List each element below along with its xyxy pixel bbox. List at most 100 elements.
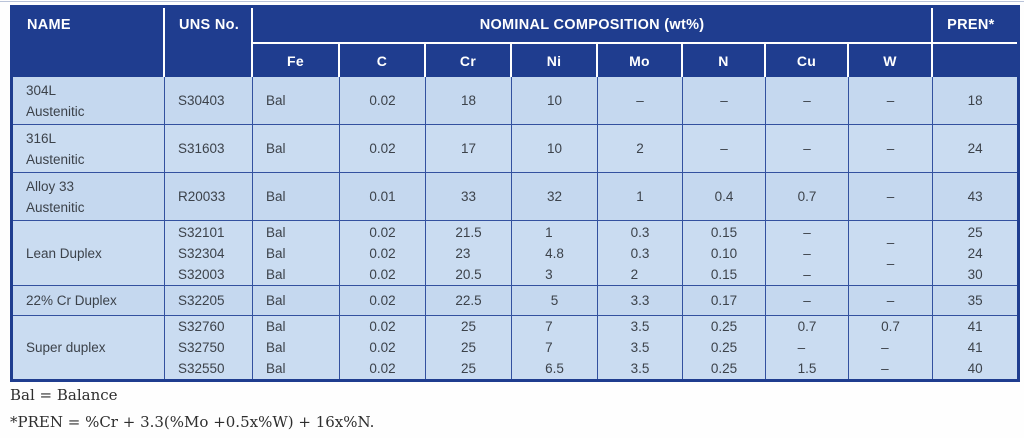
- cell-w: –: [849, 286, 934, 316]
- header-row-main: NAME UNS No. NOMINAL COMPOSITION (wt%) P…: [13, 8, 1018, 77]
- col-header-ni-label: Ni: [546, 52, 562, 69]
- table-row-super-duplex: Super duplex S32760 S32750 S32550 Bal Ba…: [13, 316, 1018, 379]
- col-header-mo: Mo: [598, 44, 683, 77]
- cell-cr: 25 25 25: [426, 316, 512, 379]
- cell-cr: 21.5 23 20.5: [426, 221, 512, 286]
- cell-c: 0.02 0.02 0.02: [340, 221, 426, 286]
- cell-ni: 7 7 6.5: [512, 316, 598, 379]
- table-row-316l: 316L Austenitic S31603 Bal 0.02 17 10 2 …: [13, 125, 1018, 173]
- col-header-c-label: C: [376, 52, 388, 69]
- col-header-name-label: NAME: [27, 17, 71, 34]
- cell-cu: –: [766, 286, 849, 316]
- cell-cr: 18: [426, 77, 512, 125]
- cell-n: –: [683, 77, 766, 125]
- col-header-cr: Cr: [426, 44, 512, 77]
- cell-ni: 10: [512, 77, 598, 125]
- table-row-304l: 304L Austenitic S30403 Bal 0.02 18 10 – …: [13, 77, 1018, 125]
- cell-c: 0.01: [340, 173, 426, 221]
- cell-fe: Bal: [253, 77, 340, 125]
- col-header-name: NAME: [13, 8, 165, 77]
- cell-mo: 3.3: [598, 286, 683, 316]
- col-header-cr-label: Cr: [459, 52, 477, 69]
- cell-fe: Bal Bal Bal: [253, 316, 340, 379]
- col-header-uns: UNS No.: [165, 8, 253, 77]
- cell-cr: 33: [426, 173, 512, 221]
- cell-c: 0.02: [340, 125, 426, 173]
- col-header-ni: Ni: [512, 44, 598, 77]
- cell-fe: Bal: [253, 125, 340, 173]
- cell-pren: 25 24 30: [933, 221, 1018, 286]
- col-header-pren-subcell: [933, 44, 1018, 77]
- table-row-lean-duplex: Lean Duplex S32101 S32304 S32003 Bal Bal…: [13, 221, 1018, 286]
- cell-uns: S31603: [165, 125, 253, 173]
- cell-fe: Bal: [253, 286, 340, 316]
- cell-n: –: [683, 125, 766, 173]
- col-header-composition-label: NOMINAL COMPOSITION (wt%): [479, 17, 705, 33]
- cell-ni: 10: [512, 125, 598, 173]
- cell-uns: S30403: [165, 77, 253, 125]
- header-row-elements: Fe C Cr Ni Mo N Cu W: [13, 44, 1018, 77]
- cell-w: –: [849, 125, 934, 173]
- cell-uns: S32205: [165, 286, 253, 316]
- cell-pren: 35: [933, 286, 1018, 316]
- top-divider: [0, 1, 1024, 2]
- cell-n: 0.25 0.25 0.25: [683, 316, 766, 379]
- cell-ni: 1 4.8 3: [512, 221, 598, 286]
- cell-w: 0.7 – –: [849, 316, 934, 379]
- cell-pren: 24: [933, 125, 1018, 173]
- cell-mo: 1: [598, 173, 683, 221]
- cell-cu: –: [766, 77, 849, 125]
- col-header-mo-label: Mo: [629, 52, 650, 69]
- col-header-n: N: [683, 44, 766, 77]
- cell-ni: 5: [512, 286, 598, 316]
- cell-pren: 18: [933, 77, 1018, 125]
- cell-name: Lean Duplex: [13, 221, 165, 286]
- cell-c: 0.02: [340, 286, 426, 316]
- cell-pren: 43: [933, 173, 1018, 221]
- cell-ni: 32: [512, 173, 598, 221]
- cell-cu: 0.7: [766, 173, 849, 221]
- cell-name: 304L Austenitic: [13, 77, 165, 125]
- col-header-c: C: [340, 44, 426, 77]
- cell-w: –: [849, 173, 934, 221]
- cell-c: 0.02 0.02 0.02: [340, 316, 426, 379]
- cell-fe: Bal: [253, 173, 340, 221]
- col-header-uns-label: UNS No.: [179, 17, 240, 34]
- cell-n: 0.4: [683, 173, 766, 221]
- table-row-22cr-duplex: 22% Cr Duplex S32205 Bal 0.02 22.5 5 3.3…: [13, 286, 1018, 316]
- cell-cu: –: [766, 125, 849, 173]
- cell-name: 316L Austenitic: [13, 125, 165, 173]
- cell-fe: Bal Bal Bal: [253, 221, 340, 286]
- cell-cr: 17: [426, 125, 512, 173]
- footnotes: Bal = Balance *PREN = %Cr + 3.3(%Mo +0.5…: [10, 386, 374, 438]
- cell-mo: –: [598, 77, 683, 125]
- cell-cu: – – –: [766, 221, 849, 286]
- cell-n: 0.15 0.10 0.15: [683, 221, 766, 286]
- cell-cu: 0.7 – 1.5: [766, 316, 849, 379]
- cell-uns: S32760 S32750 S32550: [165, 316, 253, 379]
- cell-mo: 2: [598, 125, 683, 173]
- cell-mo: 0.3 0.3 2: [598, 221, 683, 286]
- table-row-alloy33: Alloy 33 Austenitic R20033 Bal 0.01 33 3…: [13, 173, 1018, 221]
- cell-w: –: [849, 77, 934, 125]
- cell-c: 0.02: [340, 77, 426, 125]
- table-header: NAME UNS No. NOMINAL COMPOSITION (wt%) P…: [13, 8, 1018, 77]
- cell-cr: 22.5: [426, 286, 512, 316]
- col-header-pren-label: PREN*: [947, 17, 995, 34]
- col-header-w: W: [849, 44, 934, 77]
- footnote-bal: Bal = Balance: [10, 386, 118, 404]
- composition-table: NAME UNS No. NOMINAL COMPOSITION (wt%) P…: [10, 5, 1021, 382]
- col-header-cu: Cu: [766, 44, 849, 77]
- footnote-pren-formula: *PREN = %Cr + 3.3(%Mo +0.5x%W) + 16x%N.: [10, 413, 375, 431]
- cell-n: 0.17: [683, 286, 766, 316]
- col-header-pren: PREN*: [933, 8, 1018, 44]
- col-header-w-label: W: [883, 52, 897, 69]
- col-header-fe: Fe: [253, 44, 340, 77]
- col-header-n-label: N: [718, 52, 729, 69]
- col-header-fe-label: Fe: [287, 52, 304, 69]
- cell-name: Alloy 33 Austenitic: [13, 173, 165, 221]
- cell-uns: S32101 S32304 S32003: [165, 221, 253, 286]
- table-body: 304L Austenitic S30403 Bal 0.02 18 10 – …: [13, 77, 1018, 379]
- cell-pren: 41 41 40: [933, 316, 1018, 379]
